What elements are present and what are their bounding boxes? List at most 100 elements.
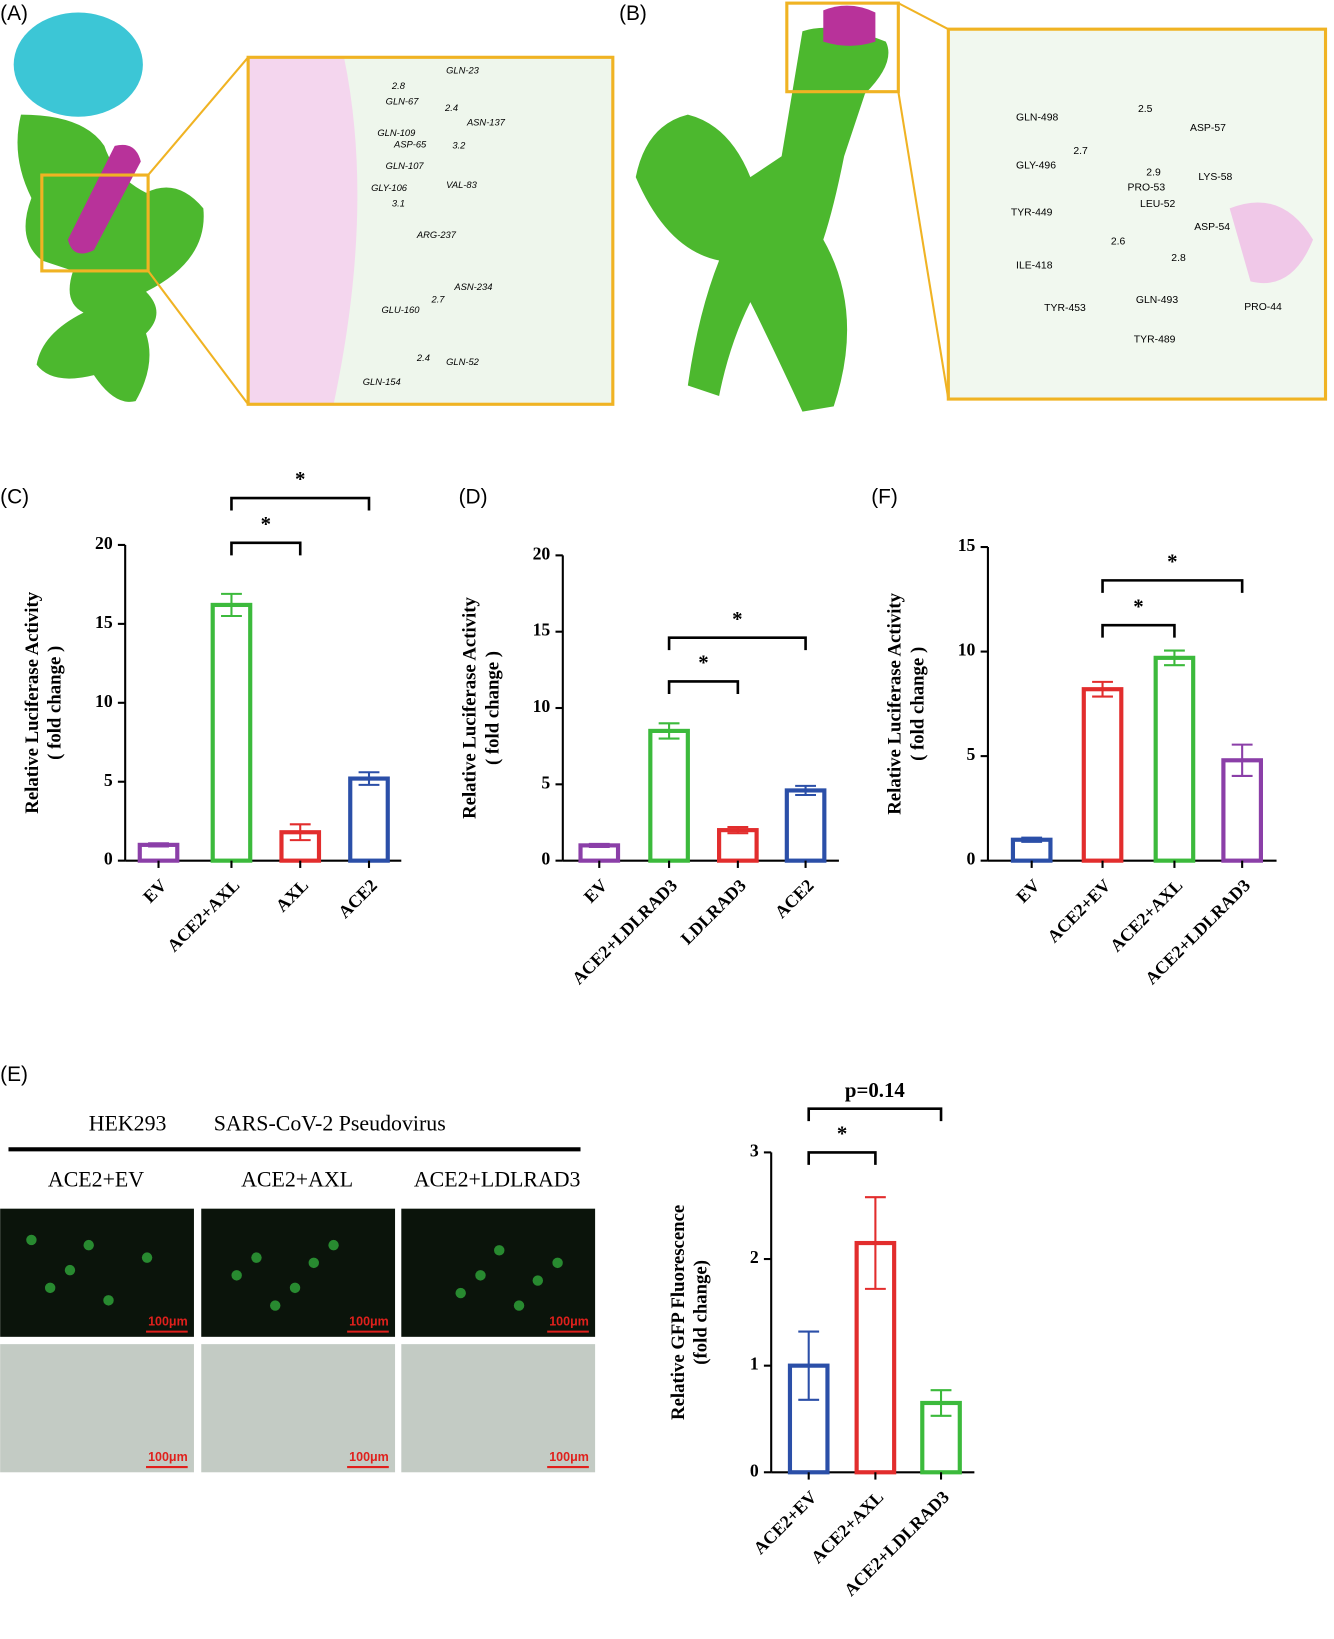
protein-surface [17,114,204,402]
significance-bracket [807,1151,877,1165]
image-header: HEK293 [89,1111,167,1135]
y-axis-label: Relative Luciferase Activity [885,592,906,814]
distance-label: 2.6 [1111,236,1126,247]
significance-bracket [230,496,371,511]
scale-bar-label: 100μm [549,1450,589,1464]
x-tick-label: ACE2 [334,875,381,922]
error-bar [1092,680,1113,698]
residue-label: LYS-58 [1198,172,1232,183]
column-label: ACE2+EV [48,1168,144,1192]
y-axis-label: ( fold change ) [482,651,503,765]
y-tick-label: 15 [533,620,551,640]
distance-label: 2.4 [444,103,458,113]
bar [1221,758,1263,863]
scale-bar-label: 100μm [349,1315,389,1329]
y-tick-label: 20 [95,533,113,553]
image-header: SARS-CoV-2 Pseudovirus [214,1111,446,1135]
panel-label: (C) [0,486,29,509]
y-tick-label: 10 [95,691,113,711]
y-tick-label: 10 [958,640,976,660]
zoom-box [40,173,150,273]
error-bar [1164,649,1185,667]
error-bar [1021,836,1043,843]
residue-label: TYR-489 [1134,334,1176,345]
residue-label: ASP-65 [393,139,427,149]
error-bar [289,823,311,842]
significance-label: * [732,607,742,631]
residue-label: ASN-137 [466,117,506,127]
distance-label: 3.2 [452,140,466,150]
cell [141,1252,153,1263]
cell [270,1300,281,1311]
brightfield-image [0,1344,194,1473]
y-tick-label: 2 [750,1247,759,1267]
residue-label: ARG-237 [416,230,457,240]
residue-label: ASP-57 [1190,123,1226,134]
significance-label: * [1167,549,1177,573]
y-tick-label: 3 [750,1140,759,1160]
scale-bar-label: 100μm [549,1315,589,1329]
protein-surface [635,27,889,412]
distance-label: 2.4 [416,353,430,363]
significance-bracket [667,636,807,651]
y-tick-label: 5 [541,772,550,792]
residue-label: GLN-154 [363,377,401,387]
residue-label: GLN-109 [377,128,416,138]
y-tick-label: 0 [104,849,113,869]
distance-label: 2.8 [391,81,406,91]
cell [513,1300,525,1311]
distance-label: 3.1 [392,199,405,209]
error-bar [1231,743,1253,778]
cell [328,1239,339,1251]
residue-label: GLN-107 [386,161,425,171]
cell [289,1282,301,1294]
panel-label: (E) [0,1063,28,1086]
significance-label: * [1133,594,1143,618]
distance-label: 2.5 [1138,104,1153,115]
x-tick-label: ACE2+AXL [163,875,244,956]
residue-label: ASP-54 [1194,222,1230,233]
residue-label: GLY-106 [371,183,408,193]
binding-surface [67,144,141,254]
cell [455,1287,466,1299]
cell [83,1239,94,1251]
significance-label: p=0.14 [845,1078,905,1102]
bar [1081,687,1124,863]
column-label: ACE2+AXL [241,1168,353,1192]
x-tick-label: ACE2+EV [1043,875,1115,947]
panel-label: (A) [0,2,28,25]
cell [231,1270,242,1281]
panel-label: (F) [871,486,898,509]
cell [475,1270,486,1281]
significance-bracket [1101,579,1244,593]
distance-label: 2.9 [1146,168,1161,179]
error-bar [588,842,610,848]
scale-bar-label: 100μm [148,1450,188,1464]
zoom-line [897,91,950,400]
brightfield-image [201,1344,396,1473]
y-axis-label: Relative Luciferase Activity [22,591,43,813]
residue-label: ASN-234 [453,282,492,292]
brightfield-image [401,1344,596,1473]
cell [494,1245,505,1256]
significance-bracket [807,1107,943,1122]
significance-bracket [1101,623,1176,638]
residue-label: VAL-83 [446,180,477,190]
significance-bracket [667,680,740,694]
cell [532,1275,544,1286]
cell [44,1282,56,1294]
error-bar [658,722,680,740]
y-tick-label: 5 [104,770,113,790]
cell [26,1234,37,1246]
bar [348,776,390,863]
significance-label: * [837,1122,847,1146]
distance-label: 2.8 [1171,253,1186,264]
fluorescence-image [0,1208,194,1337]
bar [784,788,827,863]
y-tick-label: 15 [95,612,113,632]
error-bar [221,592,242,618]
cell [552,1257,563,1269]
cell [251,1252,262,1263]
residue-label: GLY-496 [1016,160,1056,171]
